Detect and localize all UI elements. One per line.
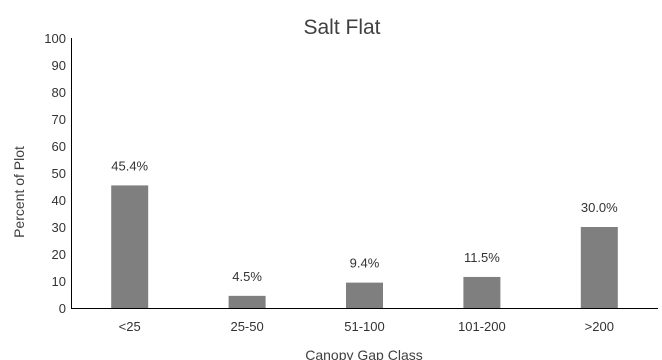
chart-title: Salt Flat <box>303 16 380 39</box>
x-axis-ticks: <25 25-50 51-100 101-200 >200 <box>119 319 614 334</box>
y-tick-label: 60 <box>52 139 66 154</box>
y-tick-label: 10 <box>52 274 66 289</box>
x-tick-label: 101-200 <box>458 319 506 334</box>
y-tick-label: 30 <box>52 220 66 235</box>
y-tick-label: 80 <box>52 85 66 100</box>
y-axis-ticks: 0 10 20 30 40 50 60 70 80 90 100 <box>44 31 66 316</box>
y-tick-label: 20 <box>52 247 66 262</box>
data-label: 45.4% <box>111 158 148 173</box>
bar <box>346 282 383 308</box>
data-label: 30.0% <box>581 200 618 215</box>
y-tick-label: 0 <box>59 301 66 316</box>
y-tick-label: 40 <box>52 193 66 208</box>
bars <box>111 185 618 308</box>
bar <box>580 227 618 308</box>
y-tick-label: 50 <box>52 166 66 181</box>
y-tick-label: 100 <box>44 31 66 46</box>
x-tick-label: <25 <box>119 319 141 334</box>
bar <box>111 185 149 308</box>
bar <box>228 295 266 308</box>
y-tick-label: 70 <box>52 112 66 127</box>
x-tick-label: 25-50 <box>230 319 263 334</box>
data-label: 9.4% <box>350 256 380 271</box>
x-tick-label: 51-100 <box>344 319 384 334</box>
x-tick-label: >200 <box>585 319 614 334</box>
x-axis-label: Canopy Gap Class <box>305 347 423 360</box>
data-label: 4.5% <box>232 269 262 284</box>
data-labels: 45.4% 4.5% 9.4% 11.5% 30.0% <box>111 158 618 283</box>
bar <box>463 276 501 308</box>
y-tick-label: 90 <box>52 58 66 73</box>
y-axis-label: Percent of Plot <box>11 146 27 238</box>
data-label: 11.5% <box>464 250 500 265</box>
